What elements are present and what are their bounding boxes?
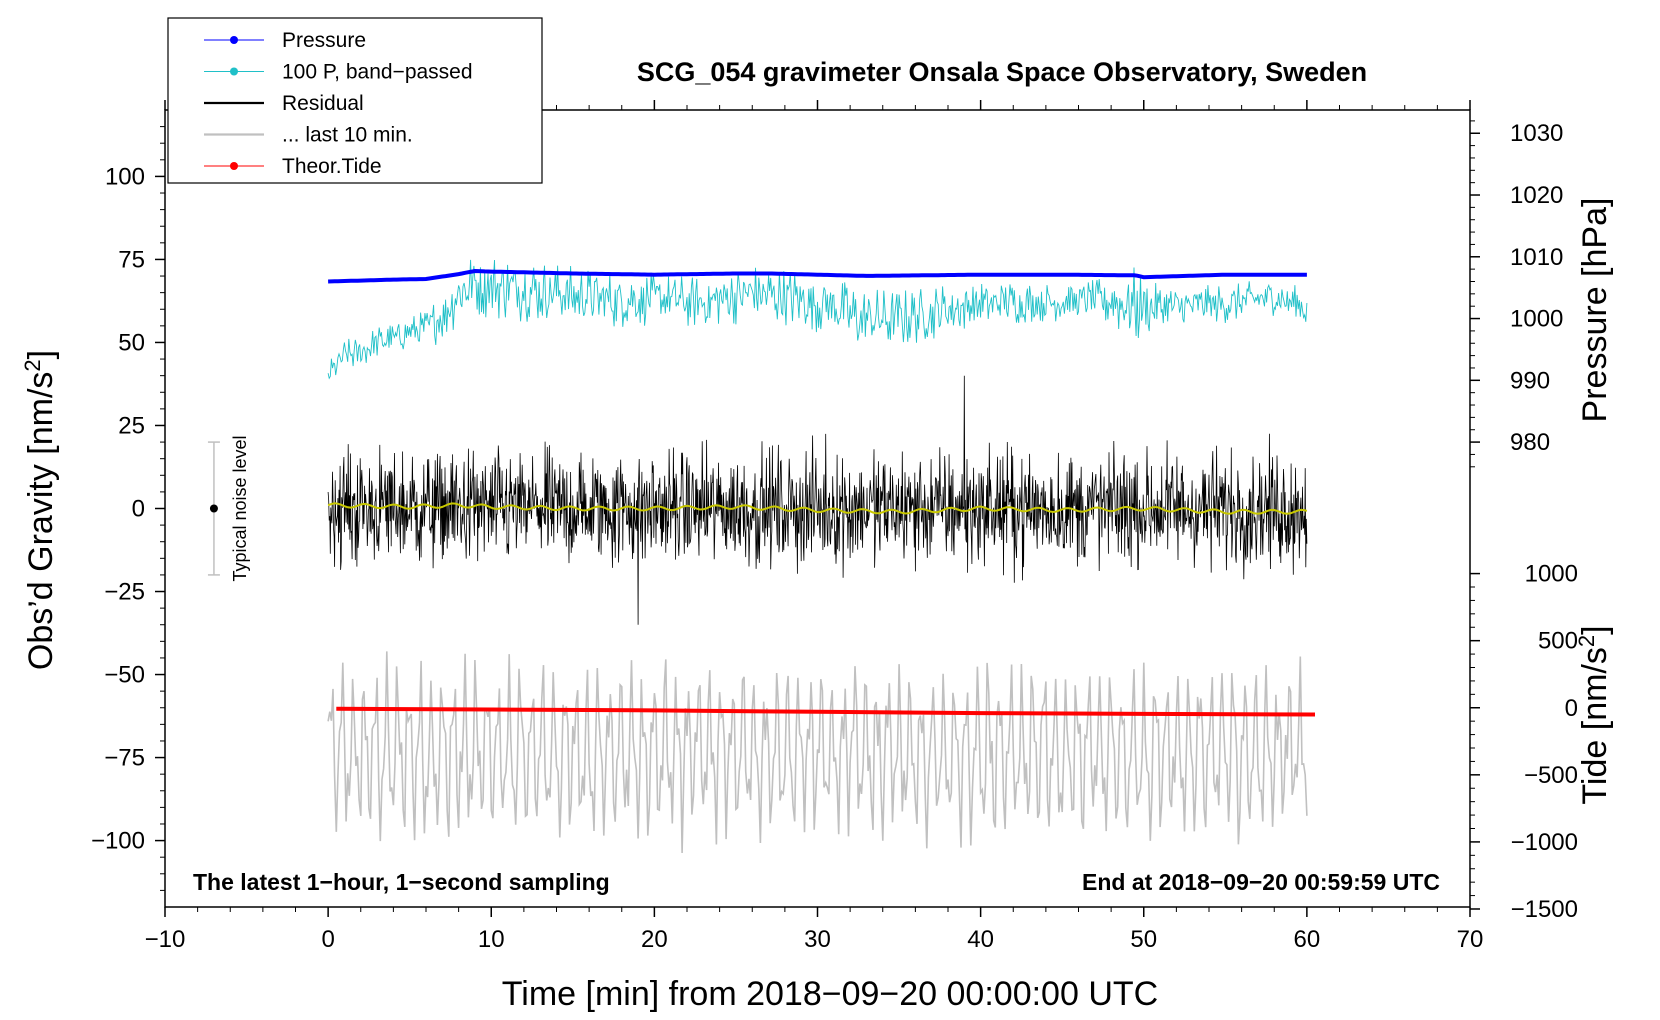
y-pressure-tick-label: 980 <box>1510 429 1550 456</box>
legend-entry: ... last 10 min. <box>204 124 413 147</box>
y-left-tick-label: 50 <box>118 329 145 356</box>
y-axis-pressure-title: Pressure [hPa] <box>1576 198 1614 423</box>
legend: Pressure 100 P, band−passed Residual ... la… <box>167 17 543 184</box>
series-pressure <box>328 268 1307 284</box>
y-left-tick-label: 0 <box>132 496 145 523</box>
y-axis-left-title-sup: 2 <box>20 359 45 371</box>
y-left-tick-label: 25 <box>118 412 145 439</box>
y-axis-tide-title-text: Tide [nm/s <box>1576 647 1614 804</box>
legend-box <box>167 17 543 184</box>
legend-entry: Pressure <box>204 29 366 52</box>
chart-title: SCG_054 gravimeter Onsala Space Observat… <box>637 57 1367 87</box>
legend-swatch-dot <box>230 162 238 170</box>
series-theoretical-tide <box>336 706 1316 717</box>
y-axis-left-title: Obs’d Gravity [nm/s2] <box>20 350 60 670</box>
y-tide-tick-label: −1000 <box>1511 829 1578 856</box>
y-left-tick-label: −25 <box>104 579 145 606</box>
legend-label: Residual <box>282 92 364 115</box>
y-left-tick-label: −100 <box>91 828 145 855</box>
x-tick-label: 40 <box>967 926 994 953</box>
y-left-tick-label: 100 <box>105 163 145 190</box>
x-tick-label: 0 <box>321 926 334 953</box>
noise-level-label: Typical noise level <box>230 435 250 581</box>
y-pressure-tick-label: 1030 <box>1510 120 1563 147</box>
legend-label: ... last 10 min. <box>282 124 413 147</box>
x-tick-label: 60 <box>1294 926 1321 953</box>
y-left-tick-label: −75 <box>104 745 145 772</box>
y-tide-tick-label: −1500 <box>1511 896 1578 923</box>
legend-entry: 100 P, band−passed <box>204 61 473 84</box>
legend-swatch-dot <box>230 67 238 76</box>
series-residual-smoothed <box>327 502 1308 515</box>
y-axis-tide-title: Tide [nm/s2] <box>1574 625 1614 804</box>
y-tide-tick-label: 500 <box>1538 628 1578 655</box>
sampling-annotation: The latest 1−hour, 1−second sampling <box>193 869 610 895</box>
y-pressure-tick-label: 1020 <box>1510 182 1563 209</box>
legend-label: 100 P, band−passed <box>282 61 473 84</box>
y-left-tick-label: −50 <box>104 662 145 689</box>
series-layer <box>327 259 1316 854</box>
x-axis-title: Time [min] from 2018−09−20 00:00:00 UTC <box>502 975 1158 1013</box>
y-pressure-tick-label: 1010 <box>1510 244 1563 271</box>
y-axis-tide-title-end: ] <box>1576 625 1614 634</box>
y-left-tick-label: 75 <box>118 246 145 273</box>
legend-label: Theor.Tide <box>282 155 382 178</box>
axes-layer: −10 0 10 20 30 40 50 60 701007550250−25−50−75−10… <box>91 100 1578 953</box>
y-tide-tick-label: 1000 <box>1525 561 1578 588</box>
x-tick-label: 30 <box>804 926 831 953</box>
end-time-annotation: End at 2018−09−20 00:59:59 UTC <box>1082 869 1440 895</box>
y-axis-left-title-end: ] <box>22 350 60 359</box>
series-last-10-min <box>327 651 1308 854</box>
x-tick-label: 70 <box>1457 926 1484 953</box>
noise-level-indicator: Typical noise level <box>207 435 250 582</box>
series-residual <box>327 375 1308 625</box>
y-axis-left-title-text: Obs’d Gravity [nm/s <box>22 372 60 671</box>
y-tide-tick-label: 0 <box>1565 695 1578 722</box>
plot-area: Typical noise level <box>164 109 1471 908</box>
legend-entry: Residual <box>204 92 364 115</box>
x-tick-label: 10 <box>478 926 505 953</box>
y-pressure-tick-label: 1000 <box>1510 306 1563 333</box>
legend-label: Pressure <box>282 29 366 52</box>
x-tick-label: −10 <box>145 926 186 953</box>
series-band-passed-pressure <box>327 259 1308 380</box>
y-tide-tick-label: −500 <box>1524 762 1578 789</box>
x-tick-label: 20 <box>641 926 668 953</box>
legend-entry: Theor.Tide <box>204 155 382 178</box>
y-axis-tide-title-sup: 2 <box>1574 635 1599 647</box>
x-tick-label: 50 <box>1130 926 1157 953</box>
legend-swatch-dot <box>230 36 238 44</box>
y-pressure-tick-label: 990 <box>1510 367 1550 394</box>
noise-center-dot <box>209 504 218 513</box>
